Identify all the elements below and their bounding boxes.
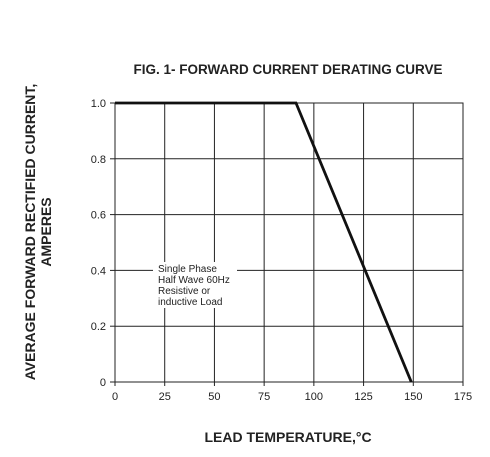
annotation-background — [153, 262, 237, 308]
annotation-line-1: Single Phase — [158, 264, 217, 275]
x-tick-label: 50 — [208, 391, 220, 403]
y-tick-label: 1.0 — [91, 98, 106, 110]
x-axis-title: LEAD TEMPERATURE,°C — [204, 429, 371, 445]
annotation-line-3: Resistive or — [158, 286, 211, 297]
y-axis-title-line2: AMPERES — [38, 197, 54, 266]
annotation-line-2: Half Wave 60Hz — [158, 275, 230, 286]
x-tick-label: 0 — [112, 391, 118, 403]
x-tick-label: 125 — [354, 391, 372, 403]
grid — [115, 103, 463, 382]
y-tick-label: 0 — [100, 377, 106, 389]
load-annotation: Single Phase Half Wave 60Hz Resistive or… — [153, 262, 237, 308]
y-tick-label: 0.4 — [91, 265, 106, 277]
annotation-line-4: inductive Load — [158, 297, 223, 308]
x-tick-label: 100 — [305, 391, 323, 403]
x-tick-label: 75 — [258, 391, 270, 403]
x-tick-label: 25 — [159, 391, 171, 403]
chart-title: FIG. 1- FORWARD CURRENT DERATING CURVE — [133, 62, 442, 77]
y-tick-label: 0.6 — [91, 210, 106, 222]
plot-frame — [114, 102, 464, 383]
y-axis-ticks: 0 0.2 0.4 0.6 0.8 1.0 — [91, 98, 115, 389]
y-tick-label: 0.2 — [91, 321, 106, 333]
derating-curve-line — [115, 101, 413, 383]
x-tick-label: 150 — [404, 391, 422, 403]
y-axis-title-line1: AVERAGE FORWARD RECTIFIED CURRENT, — [22, 84, 38, 381]
x-axis-ticks: 0 25 50 75 100 125 150 175 — [112, 382, 472, 403]
x-tick-label: 175 — [454, 391, 472, 403]
y-axis-title: AVERAGE FORWARD RECTIFIED CURRENT, AMPER… — [22, 84, 54, 381]
y-tick-label: 0.8 — [91, 154, 106, 166]
